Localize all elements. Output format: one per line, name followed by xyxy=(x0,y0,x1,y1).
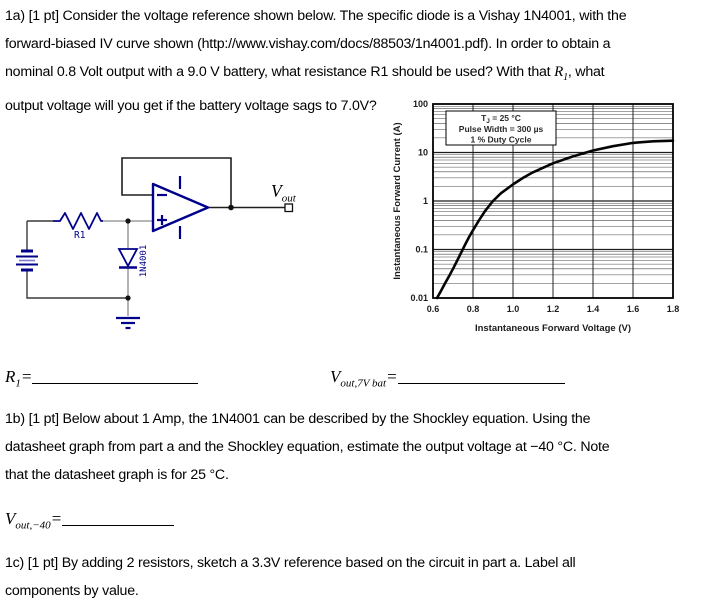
question-1a-line2: forward-biased IV curve shown (http://ww… xyxy=(5,36,611,52)
svg-text:0.01: 0.01 xyxy=(410,293,428,303)
chart-gridlines xyxy=(433,104,673,298)
iv-curve-chart: 0.01 0.1 1 10 100 0.6 0.8 1.0 1.2 1.4 1.6 1.8 Instan… xyxy=(392,99,679,334)
svg-text:TJ = 25 °C: TJ = 25 °C xyxy=(481,113,521,125)
circuit-diagram: R1 1N4001 xyxy=(16,157,294,330)
wires xyxy=(26,220,128,299)
svg-text:1.6: 1.6 xyxy=(627,304,640,314)
answer-blank-vout-7v: Vout,7V bat= xyxy=(330,367,565,389)
question-1a-line3: nominal 0.8 Volt output with a 9.0 V bat… xyxy=(5,64,605,83)
answer-blank-vout-minus40: Vout,−40= xyxy=(5,509,175,531)
question-1c: 1c) [1 pt] By adding 2 resistors, sketch… xyxy=(5,549,576,605)
svg-text:100: 100 xyxy=(413,99,428,109)
svg-text:1.8: 1.8 xyxy=(667,304,680,314)
vout-node-label: Vout xyxy=(271,181,296,205)
question-1c-line1: 1c) [1 pt] By adding 2 resistors, sketch… xyxy=(5,555,576,571)
inline-math-r1: R1 xyxy=(554,64,568,83)
svg-text:1: 1 xyxy=(423,196,428,206)
svg-text:0.8: 0.8 xyxy=(467,304,480,314)
chart-border xyxy=(432,103,674,299)
question-1a: 1a) [1 pt] Consider the voltage referenc… xyxy=(5,2,627,120)
diode-icon xyxy=(117,248,139,269)
svg-text:Pulse Width = 300 µs: Pulse Width = 300 µs xyxy=(459,124,544,134)
resistor-label: R1 xyxy=(74,230,86,241)
iv-curve xyxy=(435,139,675,300)
diode-label: 1N4001 xyxy=(139,245,149,278)
x-axis-title: Instantaneous Forward Voltage (V) xyxy=(475,323,631,334)
answer-blank-r1: R1= xyxy=(5,367,199,389)
answer-line-r1 xyxy=(32,371,199,384)
question-1b-line3: that the datasheet graph is for 25 °C. xyxy=(5,467,229,483)
svg-text:1.4: 1.4 xyxy=(587,304,600,314)
output-terminal xyxy=(284,203,294,213)
feedback-wire xyxy=(121,157,232,208)
svg-text:0.6: 0.6 xyxy=(427,304,440,314)
svg-text:10: 10 xyxy=(418,148,428,158)
svg-text:1 % Duty Cycle: 1 % Duty Cycle xyxy=(471,135,532,145)
answer-line-vout-7v xyxy=(397,371,565,384)
question-1a-line1: 1a) [1 pt] Consider the voltage referenc… xyxy=(5,8,627,24)
question-1b-line1: 1b) [1 pt] Below about 1 Amp, the 1N4001… xyxy=(5,411,591,427)
svg-text:1.0: 1.0 xyxy=(507,304,520,314)
ground-icon xyxy=(116,316,140,330)
opamp-icon xyxy=(151,176,210,239)
answer-line-vout-minus40 xyxy=(62,513,175,526)
battery-icon xyxy=(16,249,38,272)
svg-text:1.2: 1.2 xyxy=(547,304,560,314)
question-1b-line2: datasheet graph from part a and the Shoc… xyxy=(5,439,610,455)
question-1a-line4: output voltage will you get if the batte… xyxy=(5,98,377,114)
question-1b: 1b) [1 pt] Below about 1 Amp, the 1N4001… xyxy=(5,405,610,489)
chart-tick-labels: 0.01 0.1 1 10 100 0.6 0.8 1.0 1.2 1.4 1.6 1.8 xyxy=(410,99,679,314)
y-axis-title: Instantaneous Forward Current (A) xyxy=(392,122,403,279)
junction-dots xyxy=(125,204,234,301)
resistor-icon xyxy=(53,212,103,230)
svg-text:0.1: 0.1 xyxy=(415,245,428,255)
question-1c-line2: components by value. xyxy=(5,583,139,599)
